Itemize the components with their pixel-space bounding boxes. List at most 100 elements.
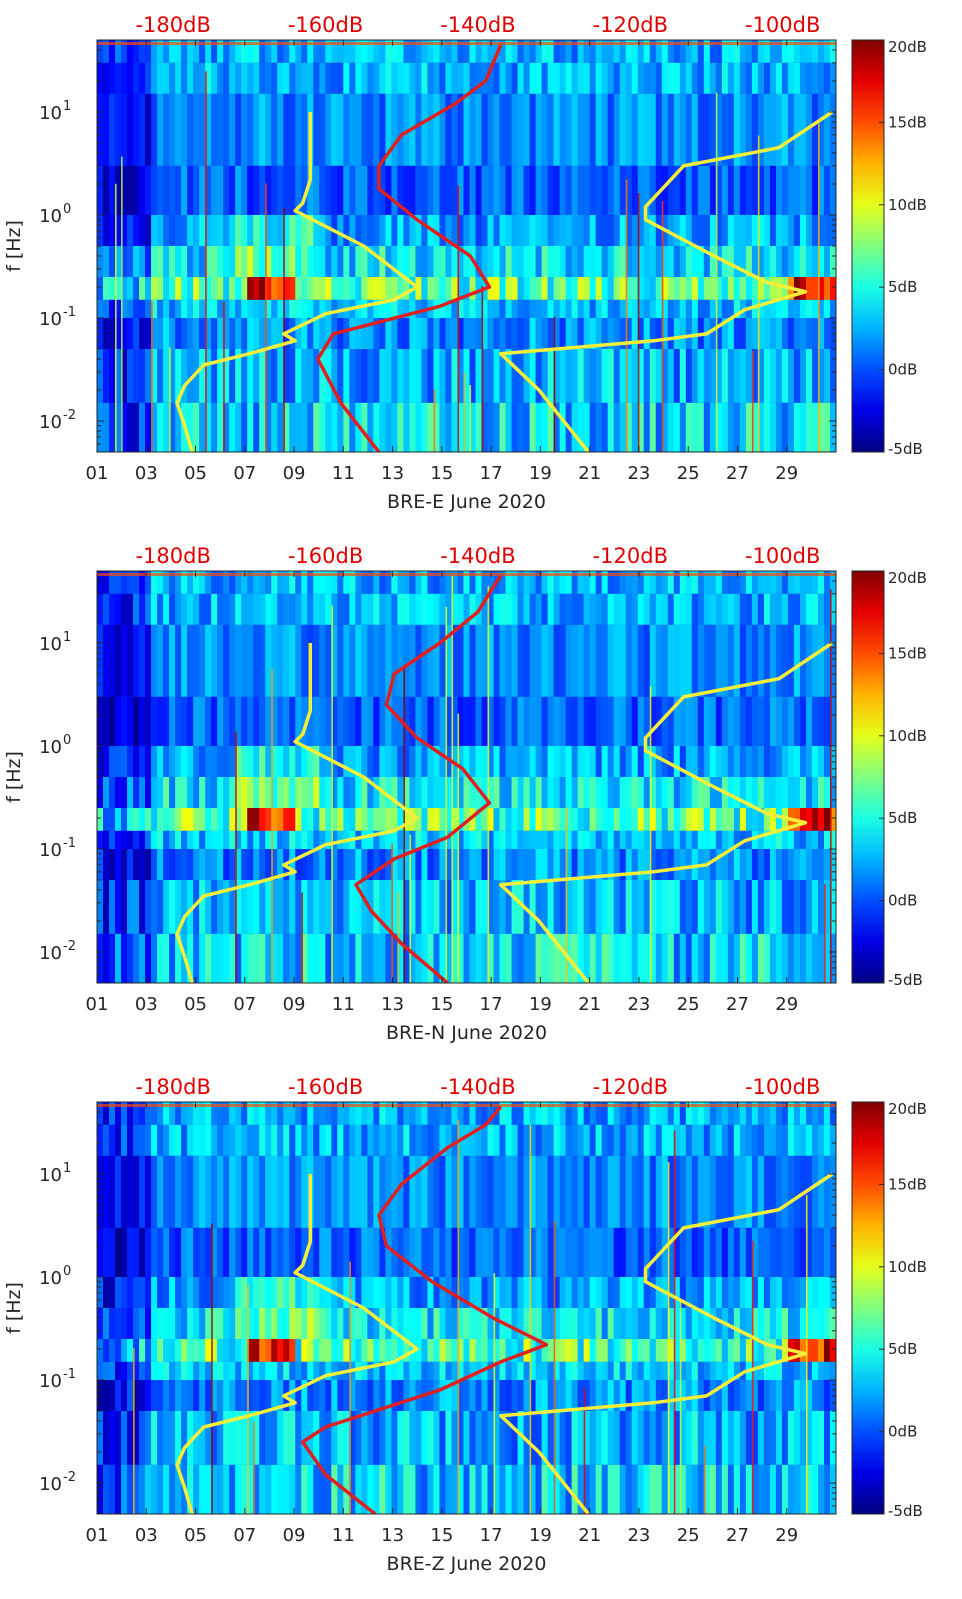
series-line-2 — [354, 574, 503, 983]
x-tick-label: 01 — [86, 1525, 109, 1546]
top-axis-label: -100dB — [745, 544, 820, 568]
x-tick-label: 27 — [726, 994, 749, 1015]
y-axis-label: f [Hz] — [3, 220, 25, 272]
x-tick-label: 11 — [332, 463, 355, 484]
y-tick-label: 10 — [39, 412, 62, 433]
colorbar-label: 5dB — [888, 278, 917, 296]
x-tick-label: 13 — [381, 994, 404, 1015]
series-line-2 — [300, 1105, 549, 1514]
x-tick-label: 09 — [283, 994, 306, 1015]
top-axis-label: -140dB — [440, 1075, 515, 1099]
colorbar-label: -5dB — [888, 440, 923, 458]
top-axis-label: -120dB — [593, 13, 668, 37]
y-tick-exponent: -2 — [63, 408, 76, 423]
x-axis-label: BRE-N June 2020 — [386, 1022, 547, 1044]
x-tick-label: 13 — [381, 1525, 404, 1546]
y-tick-exponent: -2 — [63, 939, 76, 954]
x-tick-label: 17 — [480, 463, 503, 484]
x-tick-label: 21 — [578, 1525, 601, 1546]
series-line-1 — [175, 112, 419, 452]
x-tick-label: 13 — [381, 463, 404, 484]
y-tick-exponent: -1 — [63, 1367, 76, 1382]
x-tick-label: 01 — [86, 463, 109, 484]
x-tick-label: 29 — [775, 994, 798, 1015]
top-axis-label: -120dB — [593, 544, 668, 568]
series-line-3 — [499, 1172, 834, 1514]
spectrogram-image — [97, 1102, 836, 1514]
x-axis-label: BRE-Z June 2020 — [387, 1553, 547, 1575]
x-axis-label: BRE-E June 2020 — [387, 491, 546, 513]
colorbar-label: 15dB — [888, 1175, 927, 1193]
y-tick-exponent: 0 — [63, 202, 71, 217]
y-tick-exponent: 1 — [63, 99, 71, 114]
x-tick-label: 23 — [627, 994, 650, 1015]
x-tick-label: 27 — [726, 463, 749, 484]
colorbar-label: 5dB — [888, 1340, 917, 1358]
x-tick-label: 29 — [775, 1525, 798, 1546]
y-tick-label: 10 — [39, 1474, 62, 1495]
colorbar-label: 10dB — [888, 196, 927, 214]
x-tick-label: 03 — [135, 994, 158, 1015]
series-line-2 — [316, 44, 503, 452]
x-tick-label: 21 — [578, 463, 601, 484]
x-tick-label: 15 — [430, 994, 453, 1015]
colorbar-label: 10dB — [888, 1258, 927, 1276]
colorbar-label: 0dB — [888, 892, 917, 910]
x-tick-label: 17 — [480, 1525, 503, 1546]
x-tick-label: 07 — [233, 463, 256, 484]
colorbar-label: 20dB — [888, 38, 927, 56]
x-tick-label: 05 — [184, 463, 207, 484]
colorbar-gradient — [851, 1101, 885, 1515]
y-tick-label: 10 — [39, 634, 62, 655]
x-tick-label: 01 — [86, 994, 109, 1015]
spectrogram-image — [97, 571, 836, 983]
x-tick-label: 15 — [430, 463, 453, 484]
colorbar-label: 10dB — [888, 727, 927, 745]
x-tick-label: 25 — [677, 994, 700, 1015]
y-tick-label: 10 — [39, 1268, 62, 1289]
colorbar-gradient — [851, 39, 885, 453]
x-tick-label: 09 — [283, 463, 306, 484]
colorbar-label: 0dB — [888, 361, 917, 379]
x-tick-label: 05 — [184, 994, 207, 1015]
y-tick-exponent: 1 — [63, 1161, 71, 1176]
y-tick-label: 10 — [39, 309, 62, 330]
colorbar-label: -5dB — [888, 1502, 923, 1520]
x-tick-label: 17 — [480, 994, 503, 1015]
x-tick-label: 05 — [184, 1525, 207, 1546]
x-tick-label: 07 — [233, 994, 256, 1015]
y-tick-label: 10 — [39, 840, 62, 861]
series-line-3 — [499, 110, 834, 452]
y-tick-label: 10 — [39, 1165, 62, 1186]
x-tick-label: 25 — [677, 463, 700, 484]
colorbar-label: 15dB — [888, 113, 927, 131]
y-tick-label: 10 — [39, 1371, 62, 1392]
top-axis-label: -100dB — [745, 13, 820, 37]
x-tick-label: 25 — [677, 1525, 700, 1546]
top-axis-label: -160dB — [288, 544, 363, 568]
x-tick-label: 11 — [332, 1525, 355, 1546]
top-axis-label: -180dB — [135, 544, 210, 568]
top-axis-label: -140dB — [440, 13, 515, 37]
y-tick-label: 10 — [39, 103, 62, 124]
x-tick-label: 19 — [529, 1525, 552, 1546]
colorbar-label: 5dB — [888, 809, 917, 827]
top-axis-label: -180dB — [135, 13, 210, 37]
x-tick-label: 15 — [430, 1525, 453, 1546]
top-axis-label: -140dB — [440, 544, 515, 568]
x-tick-label: 09 — [283, 1525, 306, 1546]
y-tick-label: 10 — [39, 737, 62, 758]
x-tick-label: 07 — [233, 1525, 256, 1546]
colorbar: 20dB 15dB 10dB 5dB 0dB -5dB — [851, 1100, 927, 1520]
y-axis-label: f [Hz] — [3, 1282, 25, 1334]
top-axis-label: -160dB — [288, 1075, 363, 1099]
colorbar-label: -5dB — [888, 971, 923, 989]
x-tick-label: 19 — [529, 994, 552, 1015]
colorbar: 20dB 15dB 10dB 5dB 0dB -5dB — [851, 38, 927, 458]
colorbar-label: 20dB — [888, 569, 927, 587]
colorbar: 20dB 15dB 10dB 5dB 0dB -5dB — [851, 569, 927, 989]
